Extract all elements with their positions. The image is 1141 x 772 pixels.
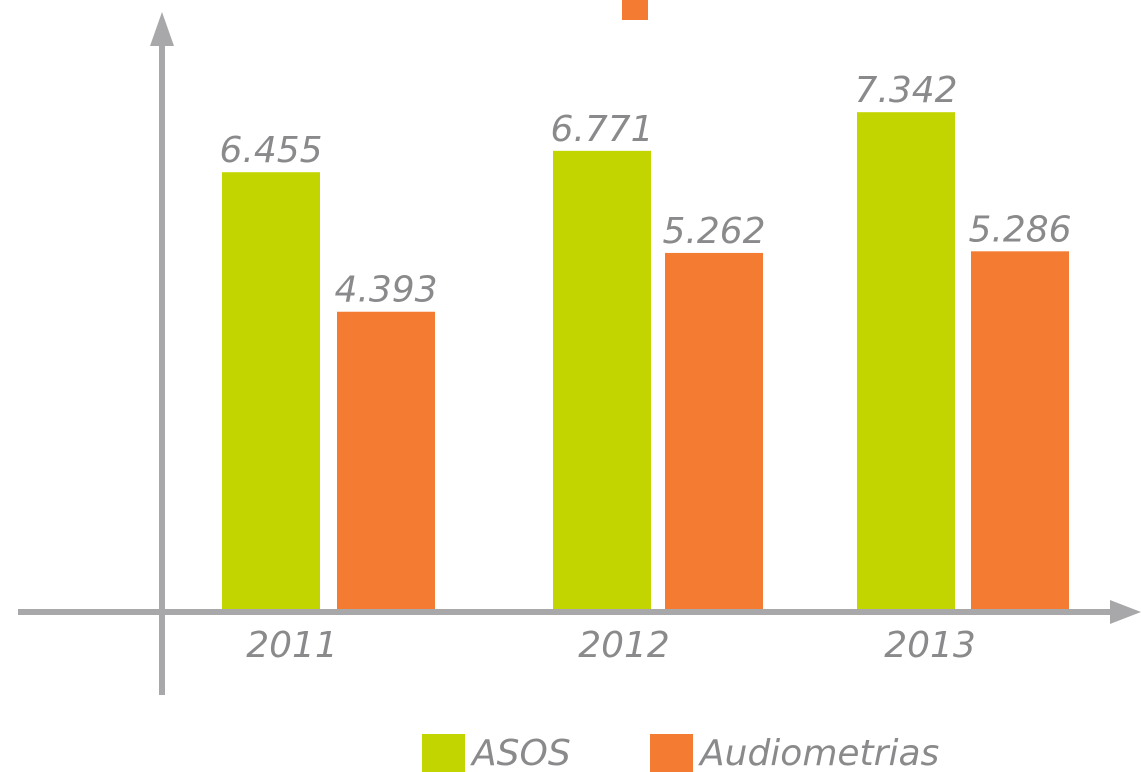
bar — [553, 150, 651, 610]
bar — [971, 251, 1069, 609]
decoration — [622, 0, 648, 20]
legend: ASOS Audiometrias — [422, 733, 939, 772]
legend-swatch — [650, 734, 693, 772]
value-label: 6.455 — [219, 130, 322, 171]
value-label: 5.286 — [968, 209, 1071, 250]
legend-label: ASOS — [470, 733, 571, 772]
value-label: 7.342 — [854, 70, 957, 111]
bar — [337, 311, 435, 609]
plot: 6.455 4.393 6.771 5.262 7.342 5.286 — [219, 70, 1072, 610]
value-label: 5.262 — [662, 211, 765, 252]
value-label: 6.771 — [550, 109, 653, 150]
x-tick-label: 2011 — [246, 625, 338, 666]
x-axis-arrow — [1110, 600, 1141, 624]
bar — [222, 172, 320, 609]
value-label: 4.393 — [334, 270, 437, 311]
legend-swatch — [422, 734, 465, 772]
x-tick-label: 2013 — [884, 625, 976, 666]
legend-label: Audiometrias — [698, 733, 939, 772]
y-axis-arrow — [150, 12, 174, 46]
bar — [665, 252, 763, 610]
x-tick-label: 2012 — [578, 625, 670, 666]
bar — [857, 112, 955, 609]
